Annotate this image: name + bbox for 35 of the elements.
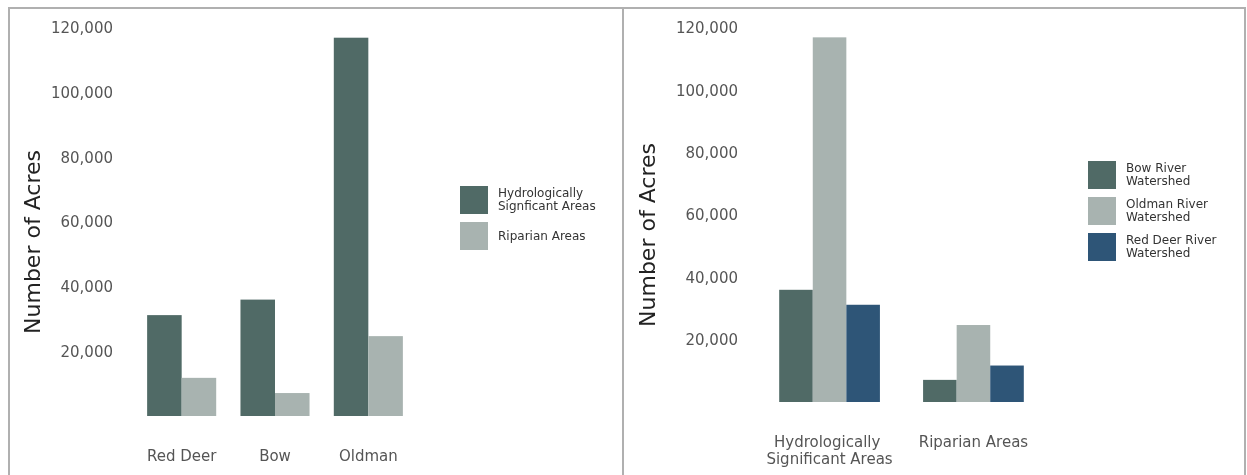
x-tick-label: Oldman <box>338 447 398 465</box>
y-axis-title: Number of Acres <box>20 150 45 334</box>
x-tick-label: Hydrologically Significant Areas <box>766 433 893 468</box>
bar <box>181 377 217 416</box>
bar <box>368 336 403 416</box>
legend-label: Bow River Watershed <box>1126 161 1191 188</box>
y-tick-label: 120,000 <box>50 19 113 38</box>
y-tick-label: 120,000 <box>675 19 738 38</box>
x-tick-label: Bow <box>259 447 291 465</box>
bar <box>779 289 813 402</box>
bar <box>923 379 957 402</box>
legend-label: Oldman River Watershed <box>1126 197 1212 224</box>
y-tick-label: 40,000 <box>685 268 738 287</box>
bar <box>812 37 847 402</box>
bar <box>275 393 310 416</box>
bar <box>333 37 369 416</box>
bar <box>240 299 275 416</box>
bar <box>147 315 182 416</box>
y-tick-label: 80,000 <box>685 143 738 162</box>
bar <box>990 365 1024 402</box>
y-tick-label: 100,000 <box>675 81 738 100</box>
bar <box>956 325 991 402</box>
y-tick-label: 100,000 <box>50 83 113 102</box>
y-tick-label: 20,000 <box>60 342 113 361</box>
legend-label: Riparian Areas <box>498 229 586 243</box>
y-tick-label: 20,000 <box>685 330 738 349</box>
bar <box>846 304 880 402</box>
legend-label: Red Deer River Watershed <box>1126 233 1221 260</box>
x-tick-label: Red Deer <box>146 447 218 465</box>
y-tick-label: 80,000 <box>60 148 113 167</box>
y-tick-label: 40,000 <box>60 277 113 296</box>
y-axis-title: Number of Acres <box>635 143 660 327</box>
y-tick-label: 60,000 <box>60 213 113 232</box>
y-tick-label: 60,000 <box>685 206 738 225</box>
legend-label: Hydrologically Signficant Areas <box>498 186 596 213</box>
